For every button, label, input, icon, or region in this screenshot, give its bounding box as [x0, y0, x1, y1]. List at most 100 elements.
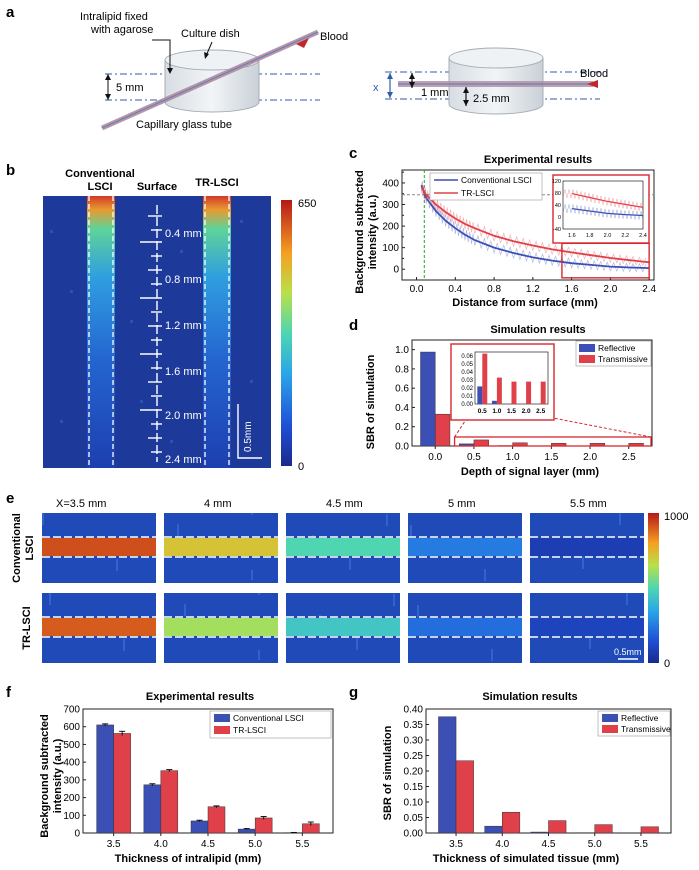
e-speckle: [589, 639, 591, 641]
e-speckle: [589, 637, 591, 639]
e-speckle: [251, 513, 253, 515]
c-xtick-label: 0.0: [410, 284, 424, 295]
b-col-surface: Surface: [137, 181, 177, 193]
c-xtick-label: 0.4: [448, 284, 462, 295]
c-ytick-label: 0: [393, 265, 399, 276]
e-speckle: [410, 535, 412, 537]
e-speckle: [626, 599, 628, 601]
e-speckle: [626, 603, 628, 605]
d-bars-xtick-label: 1.5: [544, 452, 558, 463]
b-col-tr-lsci: TR-LSCI: [195, 177, 238, 189]
e-speckle: [258, 654, 260, 656]
c-xlabel: Distance from surface (mm): [452, 297, 598, 309]
e-speckle: [184, 610, 186, 612]
e-speckle: [356, 638, 358, 640]
f-ytick-label: 600: [63, 722, 80, 733]
e-vessel: [42, 618, 156, 636]
e-vessel: [286, 538, 400, 556]
e-scalebar-label: 0.5mm: [614, 647, 642, 657]
d-legend: Reflective Transmissive: [575, 340, 652, 367]
e-x-label: 5.5 mm: [570, 498, 607, 510]
e-speckle: [177, 524, 179, 526]
b-colorbar-max: 650: [298, 198, 316, 210]
f-bars-xtick-label: 4.5: [201, 839, 215, 850]
g-title: Simulation results: [482, 691, 577, 703]
panel-label-b: b: [6, 162, 15, 179]
e-speckle: [626, 597, 628, 599]
d-inset-bar-1: [511, 381, 517, 404]
label-intralipid-2: with agarose: [90, 24, 153, 36]
g-bars-bar-1: [548, 820, 567, 834]
e-speckle: [49, 595, 51, 597]
g-ylabel: SBR of simulation: [382, 725, 394, 820]
e-speckle: [356, 642, 358, 644]
c-series-line-1: [420, 186, 650, 264]
e-speckle: [251, 572, 253, 574]
e-vessel: [530, 618, 644, 636]
label-blood-right: Blood: [580, 68, 608, 80]
f-bars-xtick-label: 3.5: [107, 839, 121, 850]
e-speckle: [582, 563, 584, 565]
e-vessel: [408, 538, 522, 556]
g-ytick-label: 0.05: [404, 813, 424, 824]
e-speckle: [393, 604, 395, 606]
e-speckle: [393, 602, 395, 604]
d-inset-bar-0: [491, 400, 497, 404]
e-speckle: [349, 560, 351, 562]
c-xtick-label: 1.2: [526, 284, 540, 295]
e-speckle: [42, 523, 44, 525]
d-bars-xtick-label: 0.5: [467, 452, 481, 463]
e-row1-label-1: Conventional: [11, 513, 23, 583]
d-bars-bar-1: [473, 439, 489, 447]
e-speckle: [589, 641, 591, 643]
e-speckle: [417, 611, 419, 613]
g-bars-xtick-label: 4.0: [495, 839, 509, 850]
e-speckle: [184, 606, 186, 608]
g-ytick-label: 0.35: [404, 720, 424, 731]
e-speckle: [582, 559, 584, 561]
e-speckle: [386, 520, 388, 522]
panel-label-f: f: [6, 684, 12, 701]
e-speckle: [491, 651, 493, 653]
f-bars-bar-1: [207, 806, 226, 834]
e-speckle: [349, 558, 351, 560]
e-speckle: [319, 615, 321, 617]
e-x-label: X=3.5 mm: [56, 498, 106, 510]
e-speckle: [116, 565, 118, 567]
g-legend-transmissive: Transmissive: [621, 724, 671, 734]
f-bars-xtick-label: 4.0: [154, 839, 168, 850]
panel-label-g: g: [349, 684, 358, 701]
c-frame: [401, 169, 655, 281]
e-speckle: [386, 524, 388, 526]
e-speckle: [42, 521, 44, 523]
c-inset-ytick-label: 120: [552, 179, 561, 185]
d-inset-ytick-label: 0.05: [461, 362, 473, 368]
c-xtick-label: 2.4: [642, 284, 656, 295]
d-inset-frame: [450, 343, 555, 421]
e-speckle: [589, 645, 591, 647]
e-speckle: [491, 657, 493, 659]
c-ylabel-line2: intensity (a.u.): [367, 194, 379, 269]
e-speckle: [251, 574, 253, 576]
g-ytick-label: 0.10: [404, 798, 424, 809]
e-speckle: [349, 566, 351, 568]
d-inset-ytick-label: 0.03: [461, 378, 473, 384]
c-inset-xtick-label: 2.0: [604, 233, 612, 239]
e-speckle: [177, 528, 179, 530]
c-legend-trlsci: TR-LSCI: [461, 188, 494, 198]
d-legend-reflective: Reflective: [598, 343, 636, 353]
panel-label-a: a: [6, 4, 15, 21]
e-speckle: [184, 612, 186, 614]
g-bars-xtick-label: 4.5: [542, 839, 556, 850]
e-speckle: [177, 532, 179, 534]
g-ytick-label: 0.30: [404, 736, 424, 747]
e-speckle: [349, 568, 351, 570]
e-speckle: [49, 603, 51, 605]
b-depth-1-2: 1.2 mm: [165, 320, 202, 332]
e-speckle: [258, 652, 260, 654]
d-ytick-label: 0.8: [395, 364, 409, 375]
g-bars-bar-0: [484, 825, 503, 834]
e-speckle: [386, 514, 388, 516]
g-bars-bar-1: [640, 826, 659, 834]
